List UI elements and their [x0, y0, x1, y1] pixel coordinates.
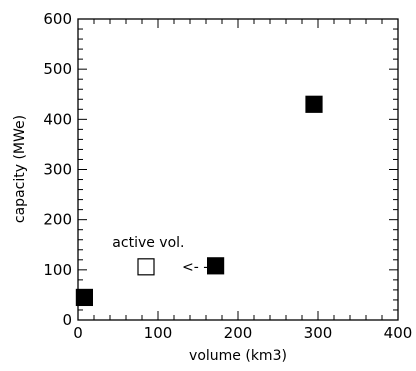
y-tick-label: 400 [43, 110, 72, 128]
annotation-active-vol: active vol. [112, 235, 184, 251]
x-tick-label: 200 [224, 324, 253, 342]
y-tick-label: 100 [43, 261, 72, 279]
y-tick-label: 500 [43, 60, 72, 78]
data-point [306, 96, 322, 112]
y-tick-label: 300 [43, 161, 72, 179]
annotations: active vol. <- - [112, 235, 208, 275]
data-point [208, 258, 224, 274]
x-tick-label: 100 [144, 324, 173, 342]
x-tick-label: 400 [384, 324, 413, 342]
x-tick-label: 300 [304, 324, 333, 342]
x-axis-label: volume (km3) [189, 348, 287, 364]
x-tick-label: 0 [73, 324, 83, 342]
y-tick-label: 600 [43, 10, 72, 28]
y-tick-label: 200 [43, 211, 72, 229]
y-tick-label: 0 [62, 311, 72, 329]
annotation-arrow: <- - [182, 259, 208, 275]
plot-frame [78, 19, 398, 320]
active-volume-point [138, 259, 154, 275]
axis-tick-labels: 0 100 200 300 400 0 100 200 300 400 500 600 [43, 10, 412, 342]
axis-ticks [78, 19, 398, 320]
data-point [76, 289, 92, 305]
y-axis-label: capacity (MWe) [12, 115, 28, 223]
